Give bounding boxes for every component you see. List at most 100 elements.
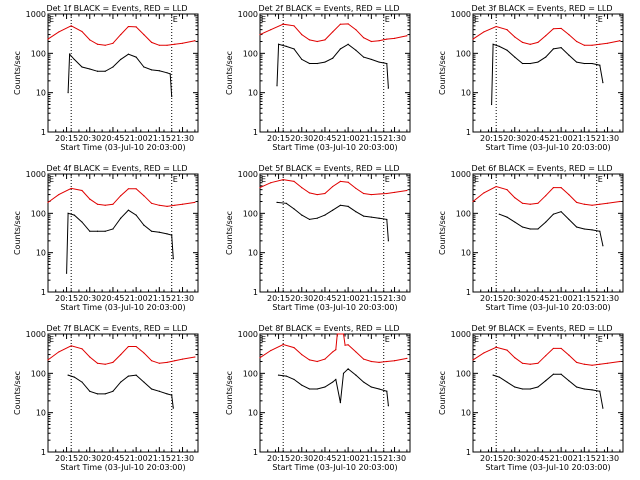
data-point-events [521,62,524,65]
data-point-lld [324,358,326,360]
data-point-events [568,380,570,382]
data-point-events [602,82,604,84]
data-point-lld [560,187,562,189]
data-point-lld [194,201,196,203]
data-point-lld [96,203,99,205]
data-point-events [355,374,357,376]
data-point-events [158,390,160,392]
data-point-lld [406,357,408,359]
data-point-events [316,62,318,65]
event-marker-label: E [385,15,390,24]
series-line-events [278,368,389,406]
event-marker-label: E [598,175,603,184]
plot-frame [259,333,411,453]
data-point-lld [174,204,176,206]
data-point-lld [194,40,196,42]
data-point-events [324,61,326,63]
data-point-lld [181,358,184,360]
data-point-lld [619,40,621,42]
data-point-lld [344,344,346,346]
data-point-lld [583,44,585,46]
x-tick-label: 21:00 [550,134,573,143]
data-point-lld [619,360,621,363]
data-point-lld [151,202,153,204]
data-point-events [285,375,287,377]
data-point-lld [529,203,531,205]
data-point-events [112,390,114,392]
x-tick-label: 21:00 [125,454,148,463]
data-point-lld [552,28,555,30]
x-tick-label: 20:45 [526,454,549,463]
data-point-events [602,245,604,247]
data-point-lld [112,42,114,44]
data-point-lld [506,29,508,31]
y-tick-label: 1 [41,288,46,297]
data-point-lld [363,192,365,195]
data-point-events [576,61,578,63]
data-point-events [324,386,326,388]
plot-frame [259,173,411,293]
plot-frame [259,13,411,133]
data-point-lld [393,360,396,362]
data-point-events [378,61,380,63]
x-tick-label: 20:45 [313,294,336,303]
data-point-lld [308,359,311,361]
data-point-lld [521,202,524,204]
data-point-lld [378,193,380,195]
data-point-events [143,224,145,226]
data-point-lld [406,35,408,37]
series-line-lld [472,185,620,206]
data-point-lld [127,188,130,190]
y-tick-label: 1 [466,128,471,137]
y-tick-label: 100 [243,209,258,218]
data-point-events [521,388,524,390]
event-marker-label: E [173,15,178,24]
x-axis-label: Start Time (03-Jul-10 20:03:00) [485,143,610,152]
data-point-lld [355,351,357,353]
data-point-lld [96,43,99,45]
data-point-events [277,43,280,45]
data-point-lld [135,188,137,190]
series-line-events [499,211,604,246]
data-point-lld [301,33,303,36]
data-point-lld [143,195,145,197]
data-point-lld [495,185,497,188]
data-point-events [560,373,562,375]
data-point-lld [135,26,137,28]
data-point-events [127,375,130,377]
y-tick-label: 1 [41,448,46,457]
data-point-lld [158,204,160,206]
y-tick-label: 1000 [26,330,46,339]
data-point-events [498,45,500,48]
data-point-events [65,272,68,274]
data-point-lld [112,361,114,363]
y-tick-label: 10 [36,409,46,418]
data-point-lld [370,193,372,196]
data-point-events [171,234,173,236]
x-axis-label: Start Time (03-Jul-10 20:03:00) [272,143,397,152]
data-point-lld [599,203,601,205]
data-point-events [591,389,593,391]
data-point-events [560,46,562,49]
data-point-lld [606,362,609,364]
data-point-lld [143,352,145,354]
data-point-lld [521,41,524,43]
data-point-events [370,216,372,218]
y-tick-label: 100 [456,49,471,58]
data-point-lld [355,29,357,31]
data-point-lld [70,345,72,347]
data-point-events [81,221,83,223]
series-line-lld [47,25,196,46]
chart-title: Det 8f BLACK = Events, RED = LLD [258,324,399,333]
data-point-lld [560,347,562,350]
data-point-lld [259,357,261,359]
x-tick-label: 20:30 [290,454,313,463]
data-point-lld [342,333,345,335]
y-tick-label: 1 [41,128,46,137]
data-point-events [576,386,578,388]
y-tick-label: 10 [36,249,46,258]
data-point-events [506,381,508,383]
x-tick-label: 21:15 [360,134,383,143]
y-tick-label: 100 [456,369,471,378]
data-point-lld [606,42,609,44]
